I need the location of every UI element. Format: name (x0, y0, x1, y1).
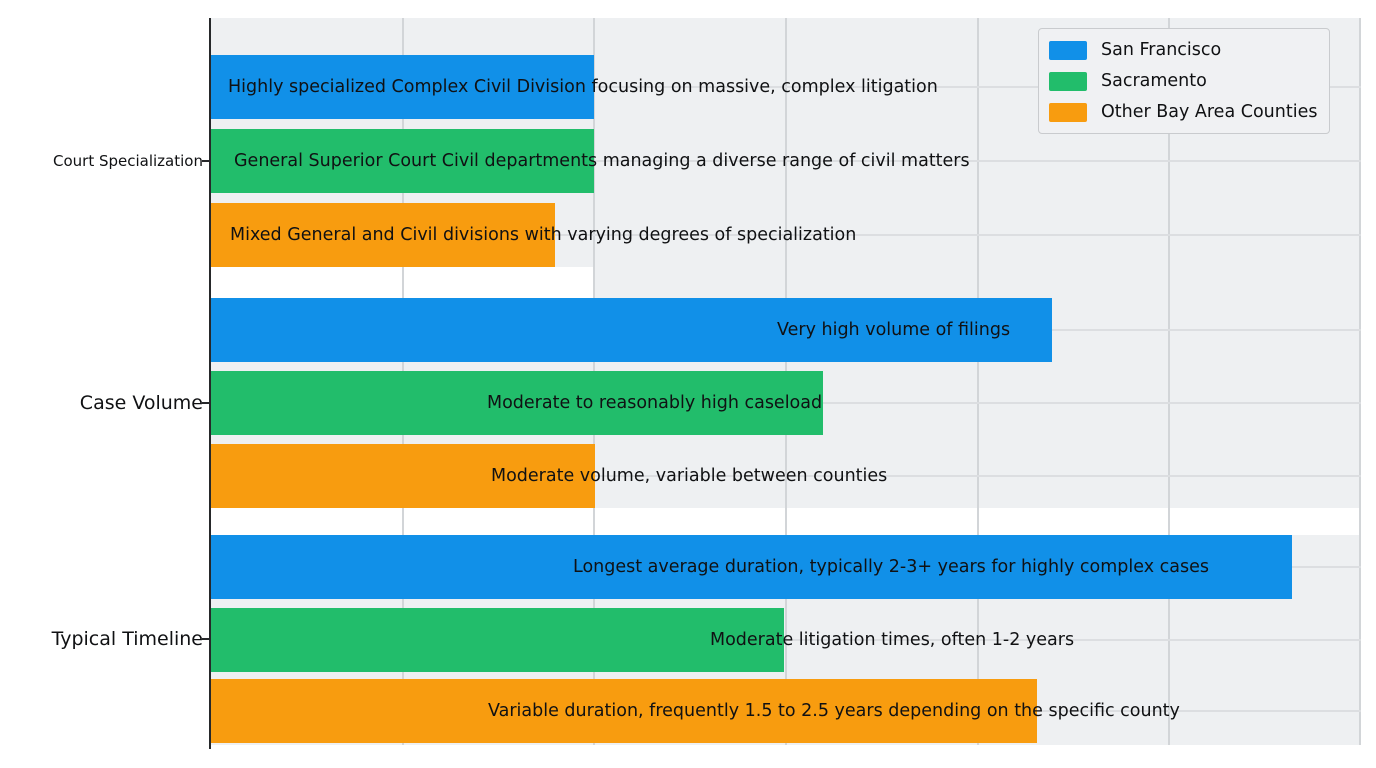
bar-sacramento (211, 129, 594, 193)
bar-san-francisco (211, 298, 1052, 362)
legend-item: Other Bay Area Counties (1049, 99, 1317, 125)
bar-other-bay-area (211, 444, 596, 508)
bar-label: Moderate litigation times, often 1-2 yea… (710, 630, 1075, 650)
horizontal-gridline (211, 86, 1361, 88)
tick-mark (202, 402, 210, 404)
bar-label: Moderate to reasonably high caseload (487, 393, 823, 413)
vertical-gridline (1359, 18, 1361, 745)
legend-label: Sacramento (1101, 71, 1207, 91)
bar-label: Moderate volume, variable between counti… (491, 466, 888, 486)
bar-san-francisco (211, 535, 1292, 599)
bar-label: Mixed General and Civil divisions with v… (230, 225, 857, 245)
bar-label: Very high volume of filings (777, 320, 1011, 340)
bar-row: Very high volume of filings (211, 298, 1361, 362)
bar-row: Variable duration, frequently 1.5 to 2.5… (211, 679, 1361, 743)
legend-label: Other Bay Area Counties (1101, 102, 1318, 122)
bar-label: Longest average duration, typically 2-3+… (573, 557, 1209, 577)
bar-row: Moderate litigation times, often 1-2 yea… (211, 608, 1361, 672)
horizontal-gridline (211, 234, 1361, 236)
bar-row: General Superior Court Civil departments… (211, 129, 1361, 193)
bar-row: Moderate to reasonably high caseload (211, 371, 1361, 435)
vertical-gridline (1168, 18, 1171, 745)
legend-label: San Francisco (1101, 40, 1222, 60)
category-label: Case Volume (79, 392, 203, 414)
horizontal-gridline (211, 639, 1361, 641)
bar-sacramento (211, 608, 784, 672)
y-axis-line (209, 18, 211, 749)
legend-swatch-other-bay-area (1049, 102, 1087, 122)
bar-other-bay-area (211, 203, 555, 267)
bar-label: General Superior Court Civil departments… (234, 151, 970, 171)
category-label: Typical Timeline (51, 628, 203, 650)
legend: San Francisco Sacramento Other Bay Area Co… (1038, 28, 1331, 134)
vertical-gridline (976, 18, 979, 745)
bar-label: Variable duration, frequently 1.5 to 2.5… (488, 701, 1180, 721)
tick-mark (202, 160, 210, 162)
bar-san-francisco (211, 55, 594, 119)
legend-swatch-san-francisco (1049, 40, 1087, 60)
plot-area: San Francisco Sacramento Other Bay Area Co… (202, 18, 1361, 749)
horizontal-gridline (211, 475, 1361, 477)
horizontal-gridline (211, 160, 1361, 162)
bar-row: Highly specialized Complex Civil Divisio… (211, 55, 1361, 119)
bar-row: Mixed General and Civil divisions with v… (211, 203, 1361, 267)
bar-sacramento (211, 371, 823, 435)
category-label: Court Specialization (53, 152, 203, 170)
legend-item: Sacramento (1049, 68, 1317, 94)
tick-mark (202, 638, 210, 640)
bar-row: Moderate volume, variable between counti… (211, 444, 1361, 508)
bar-label: Highly specialized Complex Civil Divisio… (228, 77, 938, 97)
legend-item: San Francisco (1049, 37, 1317, 63)
bar-other-bay-area (211, 679, 1037, 743)
bar-row: Longest average duration, typically 2-3+… (211, 535, 1361, 599)
legend-swatch-sacramento (1049, 71, 1087, 91)
